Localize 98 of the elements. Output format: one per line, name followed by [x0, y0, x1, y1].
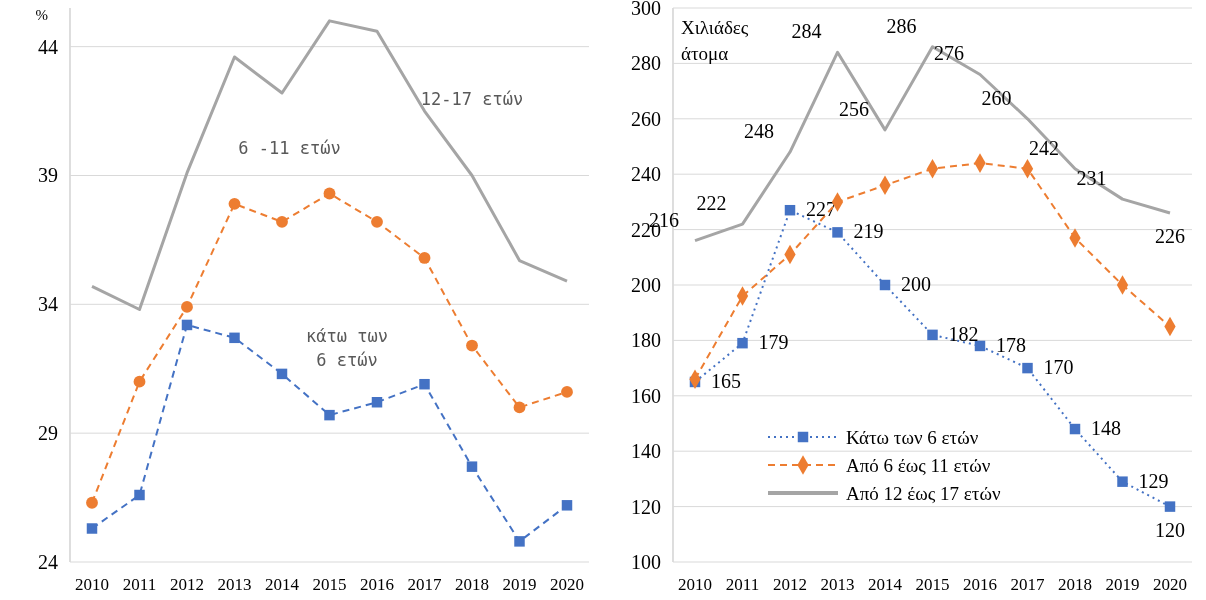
- data-label: 276: [934, 42, 964, 65]
- y-tick-label: 39: [38, 164, 58, 187]
- data-label: 284: [791, 20, 822, 43]
- point: [134, 489, 145, 501]
- point: [561, 386, 573, 398]
- data-label: 200: [901, 273, 931, 295]
- y-tick-label: 140: [631, 440, 661, 463]
- y-tick-label: 29: [38, 422, 58, 445]
- point: [927, 329, 938, 341]
- legend-label: Κάτω των 6 ετών: [846, 426, 979, 448]
- x-tick-label: 2013: [820, 575, 855, 594]
- x-tick-label: 2014: [265, 575, 300, 594]
- x-tick-label: 2012: [170, 575, 204, 594]
- point: [181, 319, 193, 331]
- data-label: 256: [839, 97, 869, 120]
- x-tick-label: 2018: [455, 575, 489, 594]
- point: [737, 337, 748, 349]
- data-label: 219: [853, 220, 884, 243]
- point: [466, 461, 478, 472]
- data-label: 148: [1091, 417, 1121, 440]
- data-label: 226: [1155, 224, 1185, 247]
- x-tick-label: 2020: [1153, 575, 1187, 594]
- y-tick-label: 280: [631, 52, 661, 75]
- x-tick-label: 2019: [1105, 575, 1140, 594]
- point: [86, 496, 98, 509]
- data-label: 178: [996, 333, 1026, 356]
- point: [181, 301, 193, 313]
- series-label: 12-17 ετών: [420, 89, 524, 110]
- x-tick-label: 2018: [1058, 575, 1092, 594]
- x-tick-label: 2010: [75, 575, 109, 594]
- legend-label: Από 6 έως 11 ετών: [846, 454, 991, 476]
- line-series: [90, 19, 569, 311]
- y-axis-title: %: [35, 7, 48, 23]
- point: [1069, 423, 1081, 435]
- point: [229, 332, 240, 344]
- point: [1117, 476, 1128, 487]
- point: [276, 215, 288, 228]
- data-label: 286: [886, 14, 917, 37]
- y-tick-label: 34: [38, 293, 58, 316]
- point: [371, 215, 383, 228]
- data-label: 242: [1029, 136, 1059, 159]
- point: [86, 523, 98, 534]
- data-label: 182: [948, 322, 979, 345]
- y-tick-label: 160: [631, 384, 661, 407]
- x-tick-label: 2016: [963, 575, 997, 594]
- x-tick-label: 2019: [502, 575, 537, 594]
- x-tick-label: 2010: [678, 575, 712, 594]
- data-label: 231: [1076, 167, 1107, 190]
- x-tick-label: 2011: [122, 575, 157, 594]
- point: [561, 500, 573, 511]
- x-tick-label: 2014: [868, 575, 903, 594]
- data-label: 129: [1138, 469, 1169, 492]
- point: [832, 227, 843, 238]
- x-tick-label: 2017: [407, 575, 442, 594]
- series-label: κάτω των 6 ετών: [306, 326, 388, 371]
- x-tick-label: 2020: [550, 575, 584, 594]
- point: [466, 339, 478, 352]
- x-tick-label: 2017: [1010, 575, 1045, 594]
- x-tick-label: 2011: [725, 575, 760, 594]
- point: [879, 279, 891, 291]
- data-label: 179: [758, 331, 789, 354]
- y-tick-label: 100: [631, 551, 661, 573]
- point: [974, 340, 986, 352]
- y-axis-title: Χιλιάδες άτομα: [681, 17, 749, 64]
- point: [1022, 362, 1033, 374]
- data-label: 165: [711, 369, 741, 392]
- x-tick-label: 2015: [312, 575, 347, 594]
- point: [371, 397, 383, 408]
- point: [419, 378, 430, 390]
- y-tick-label: 260: [631, 107, 661, 130]
- y-tick-label: 44: [38, 35, 58, 58]
- point: [513, 401, 526, 414]
- series-label: 6 -11 ετών: [238, 137, 341, 158]
- x-tick-label: 2016: [360, 575, 394, 594]
- x-tick-label: 2012: [773, 575, 807, 594]
- point: [324, 409, 335, 421]
- data-label: 248: [744, 120, 774, 143]
- x-tick-label: 2015: [915, 575, 950, 594]
- y-tick-label: 120: [631, 495, 661, 518]
- data-label: 170: [1043, 356, 1074, 379]
- point: [323, 187, 336, 200]
- data-label: 260: [981, 86, 1012, 109]
- y-tick-label: 240: [631, 163, 661, 186]
- y-tick-label: 200: [631, 274, 661, 296]
- point: [418, 252, 431, 264]
- point: [276, 368, 288, 380]
- y-tick-label: 300: [631, 0, 661, 19]
- legend-label: Από 12 έως 17 ετών: [846, 482, 1001, 504]
- data-label: 120: [1155, 518, 1185, 541]
- data-label: 222: [696, 192, 727, 215]
- y-tick-label: 24: [38, 551, 58, 573]
- point: [133, 375, 146, 388]
- y-tick-label: 180: [631, 329, 661, 352]
- x-tick-label: 2013: [217, 575, 252, 594]
- point: [228, 197, 241, 210]
- point: [514, 536, 525, 547]
- point: [784, 204, 796, 216]
- point: [1164, 501, 1176, 512]
